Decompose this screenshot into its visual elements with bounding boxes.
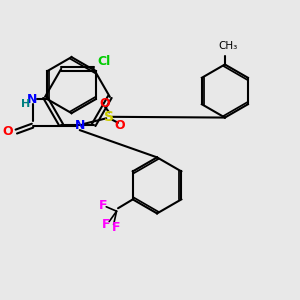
Text: N: N: [27, 93, 38, 106]
Text: F: F: [112, 221, 121, 234]
Text: H: H: [20, 99, 30, 109]
Text: N: N: [74, 119, 85, 132]
Text: O: O: [114, 119, 125, 132]
Text: Cl: Cl: [97, 55, 110, 68]
Text: CH₃: CH₃: [218, 41, 238, 51]
Text: F: F: [102, 218, 110, 231]
Text: S: S: [104, 110, 114, 124]
Text: O: O: [3, 125, 13, 138]
Text: F: F: [99, 199, 108, 212]
Text: O: O: [100, 97, 110, 110]
